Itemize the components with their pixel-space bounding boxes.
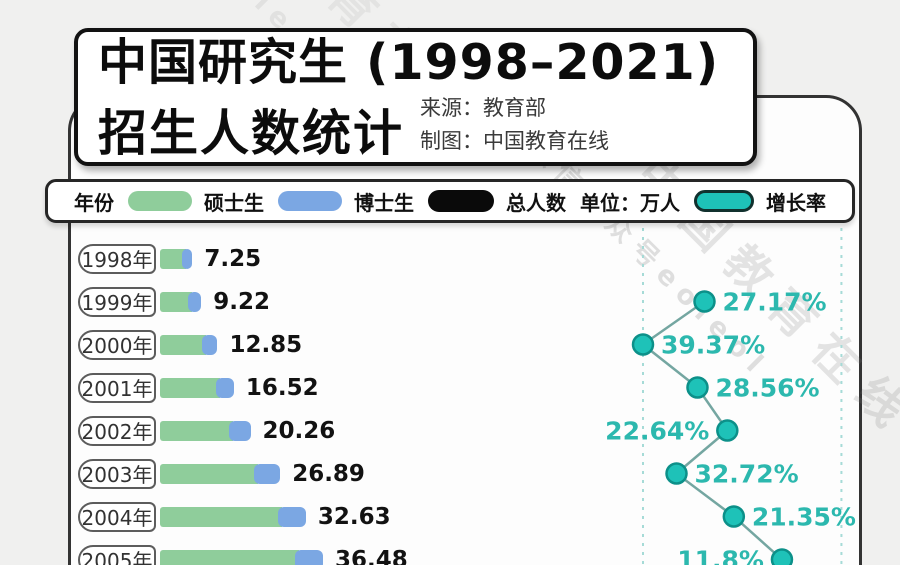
enrollment-bar [160,334,218,355]
legend-total-group: 总人数 [428,187,566,216]
enrollment-bar [160,377,234,398]
master-bar-segment [160,334,207,355]
credit-label: 制图：中国教育在线 [420,129,610,154]
doctor-bar-segment [278,506,306,527]
doctor-bar-segment [229,420,251,441]
doctor-bar-segment [254,463,281,484]
year-row: 2002年 20.26 [78,409,408,452]
total-value: 20.26 [262,417,336,444]
master-bar-segment [160,377,220,398]
doctor-bar-segment [294,549,324,565]
legend-unit-label: 单位：万人 [580,190,680,215]
year-pill-label: 1999年 [78,286,156,317]
total-value: 26.89 [292,460,365,487]
source-label: 来源：教育部 [420,95,547,120]
year-rows: 1998年 7.25 1999年 9.22 2000年 12.85 2001年 16.52 20… [78,237,408,565]
doctor-bar-segment [188,291,202,312]
year-row: 2004年 32.63 [78,495,408,538]
growth-swatch-icon [694,190,754,212]
total-value: 36.48 [335,546,408,565]
total-value: 12.85 [229,331,303,358]
legend-doctor-label: 博士生 [354,190,414,215]
year-row: 1998年 7.25 [78,237,408,280]
year-row: 2000年 12.85 [78,323,408,366]
legend-growth-group: 增长率 [694,187,826,216]
master-bar-segment [160,291,193,312]
year-row: 1999年 9.22 [78,280,408,323]
legend-total-label: 总人数 [506,190,566,215]
master-bar-segment [160,463,259,484]
total-value: 7.25 [204,245,262,272]
title-source-block: 来源：教育部 制图：中国教育在线 [420,92,609,159]
doctor-bar-segment [215,377,234,398]
year-pill-label: 2002年 [78,415,156,446]
total-value: 16.52 [245,374,319,401]
master-bar-segment [160,248,186,269]
total-swatch-icon [428,190,494,212]
enrollment-bar [160,291,202,312]
legend-master-label: 硕士生 [204,190,264,215]
year-pill-label: 2000年 [78,329,156,360]
total-value: 9.22 [213,288,270,315]
total-value: 32.63 [317,503,391,530]
year-pill-label: 1998年 [78,243,156,274]
legend-bar: 年份 硕士生 博士生 总人数 单位：万人 增长率 [45,179,855,223]
master-swatch-icon [128,191,192,211]
year-row: 2005年 36.48 [78,538,408,565]
legend-doctor-group: 博士生 [278,187,414,216]
year-row: 2001年 16.52 [78,366,408,409]
master-bar-segment [160,420,234,441]
master-bar-segment [160,549,299,565]
year-pill-label: 2004年 [78,501,156,532]
year-pill-label: 2001年 [78,372,156,403]
doctor-bar-segment [181,248,193,269]
year-row: 2003年 26.89 [78,452,408,495]
enrollment-bar [160,506,306,527]
doctor-swatch-icon [278,191,342,211]
legend-year-label: 年份 [74,190,114,215]
master-bar-segment [160,506,283,527]
year-pill-label: 2003年 [78,458,156,489]
enrollment-bar [160,420,251,441]
enrollment-bar [160,463,281,484]
page-title-line1: 中国研究生 (1998–2021) [98,34,720,91]
enrollment-bar [160,549,324,565]
legend-growth-label: 增长率 [766,190,826,215]
title-card: 中国研究生 (1998–2021) 招生人数统计 来源：教育部 制图：中国教育在… [74,28,757,166]
year-pill-label: 2005年 [78,544,156,565]
doctor-bar-segment [202,334,218,355]
enrollment-bar [160,248,193,269]
page-title-line2: 招生人数统计 [98,105,405,163]
legend-master-group: 硕士生 [128,187,264,216]
